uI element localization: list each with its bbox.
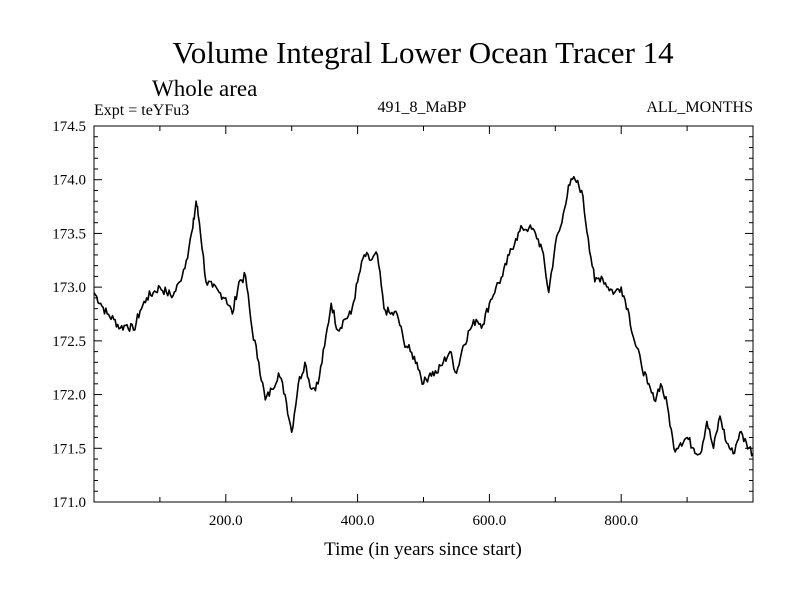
x-tick-label: 800.0 [604, 513, 638, 529]
y-tick-label: 172.0 [52, 388, 86, 404]
x-tick-label: 200.0 [209, 513, 243, 529]
y-tick-label: 173.5 [52, 226, 86, 242]
series-line [93, 175, 754, 457]
x-axis: 200.0 400.0 600.0 800.0 [159, 126, 688, 529]
months-label: ALL_MONTHS [646, 99, 753, 116]
y-tick-label: 174.5 [52, 119, 86, 135]
y-axis: 171.0 171.5 172.0 172.5 173.0 173.5 174.0 174.5 [52, 119, 753, 511]
y-tick-label: 174.0 [52, 173, 86, 189]
x-tick-label: 600.0 [473, 513, 507, 529]
experiment-label: Expt = teYFu3 [94, 102, 189, 119]
chart-title: Volume Integral Lower Ocean Tracer 14 [172, 35, 674, 70]
y-tick-label: 171.5 [52, 441, 86, 457]
period-label: 491_8_MaBP [378, 99, 467, 116]
plot-frame [93, 125, 754, 503]
y-tick-label: 172.5 [52, 334, 86, 350]
x-axis-label: Time (in years since start) [324, 539, 522, 560]
y-tick-label: 171.0 [52, 495, 86, 511]
chart-subtitle: Whole area [152, 76, 257, 101]
y-tick-label: 173.0 [52, 280, 86, 296]
x-tick-label: 400.0 [341, 513, 375, 529]
